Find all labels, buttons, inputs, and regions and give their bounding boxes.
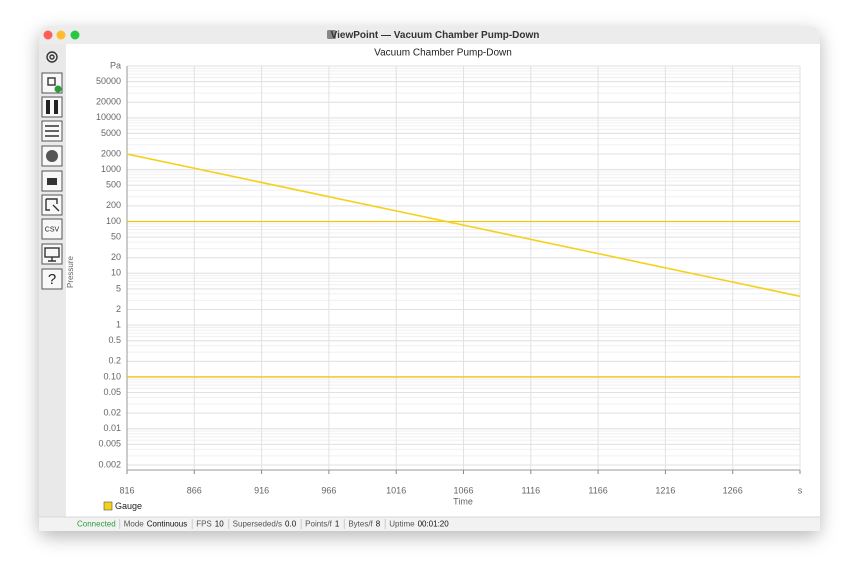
y-tick-label: 200 — [106, 200, 121, 210]
status-value: 00:01:20 — [418, 520, 450, 529]
help-label: ? — [48, 271, 56, 288]
status-label: FPS — [196, 520, 212, 529]
x-tick-label: 816 — [119, 485, 134, 495]
y-tick-label: 500 — [106, 180, 121, 190]
y-tick-label: 50000 — [96, 76, 121, 86]
sidebar-icons: CSV ? — [41, 51, 63, 290]
y-tick-label: 0.005 — [98, 439, 121, 449]
x-tick-label: 1166 — [588, 485, 607, 495]
close-button[interactable] — [43, 30, 53, 40]
x-axis-label: Time — [453, 496, 473, 506]
chart-title: Vacuum Chamber Pump-Down — [374, 48, 512, 59]
record-button[interactable] — [41, 145, 63, 167]
x-tick-label: 1266 — [723, 485, 743, 495]
y-tick-label: 0.01 — [103, 423, 121, 433]
display-button[interactable] — [41, 243, 63, 265]
y-tick-label: 2000 — [101, 148, 121, 158]
x-tick-label: 966 — [321, 485, 336, 495]
y-tick-label: 0.10 — [103, 371, 121, 381]
status-value: 10 — [215, 520, 224, 529]
y-tick-label: 0.05 — [103, 387, 121, 397]
status-value: 1 — [335, 520, 340, 529]
y-tick-label: 1 — [116, 319, 121, 329]
csv-label: CSV — [45, 226, 60, 233]
y-tick-label: 5 — [116, 283, 121, 293]
legend-label: Gauge — [115, 501, 142, 511]
legend-swatch — [103, 501, 113, 511]
zoom-button[interactable] — [70, 30, 80, 40]
y-tick-label: 5000 — [101, 128, 121, 138]
status-value: 8 — [376, 520, 381, 529]
series-line — [126, 153, 801, 298]
help-button[interactable]: ? — [41, 268, 63, 290]
connect-button[interactable] — [41, 72, 63, 94]
x-tick-label: 1016 — [386, 485, 406, 495]
y-tick-label: 10 — [111, 268, 121, 278]
y-tick-label: Pa — [110, 60, 121, 70]
y-tick-label: 0.2 — [108, 356, 121, 366]
y-tick-label: 20000 — [96, 97, 121, 107]
y-tick-label: 0.002 — [98, 459, 121, 469]
pause-button[interactable] — [41, 96, 63, 118]
x-tick-label: s — [798, 485, 803, 495]
x-tick-label: 1066 — [453, 485, 473, 495]
x-tick-label: 916 — [254, 485, 269, 495]
title-bar — [39, 26, 820, 44]
y-tick-label: 0.5 — [108, 335, 121, 345]
connection-status: Connected — [77, 520, 116, 529]
status-label: Superseded/s — [233, 520, 282, 529]
filter-button[interactable] — [41, 120, 63, 142]
window-title: ViewPoint — Vacuum Chamber Pump-Down — [331, 30, 540, 41]
x-tick-label: 1116 — [521, 485, 540, 495]
y-tick-label: 10000 — [96, 112, 121, 122]
y-tick-label: 0.02 — [103, 408, 121, 418]
status-label: Bytes/f — [348, 520, 373, 529]
y-tick-label: 20 — [111, 252, 121, 262]
status-value: Continuous — [147, 520, 187, 529]
app-icon — [327, 30, 336, 39]
status-value: 0.0 — [285, 520, 297, 529]
status-label: Points/f — [305, 520, 332, 529]
minimize-button[interactable] — [56, 30, 66, 40]
status-label: Mode — [124, 520, 145, 529]
y-tick-label: 50 — [111, 231, 121, 241]
status-label: Uptime — [389, 520, 415, 529]
settings-button[interactable] — [46, 51, 58, 63]
snapshot-button[interactable] — [41, 170, 63, 192]
x-tick-label: 866 — [187, 485, 202, 495]
csv-button[interactable]: CSV — [41, 218, 63, 240]
y-tick-label: 2 — [116, 304, 121, 314]
y-axis-label: Pressure — [66, 255, 75, 288]
select-button[interactable] — [41, 194, 63, 216]
y-tick-label: 1000 — [101, 164, 121, 174]
y-tick-label: 100 — [106, 216, 121, 226]
x-tick-label: 1216 — [655, 485, 675, 495]
status-bar — [39, 517, 820, 531]
